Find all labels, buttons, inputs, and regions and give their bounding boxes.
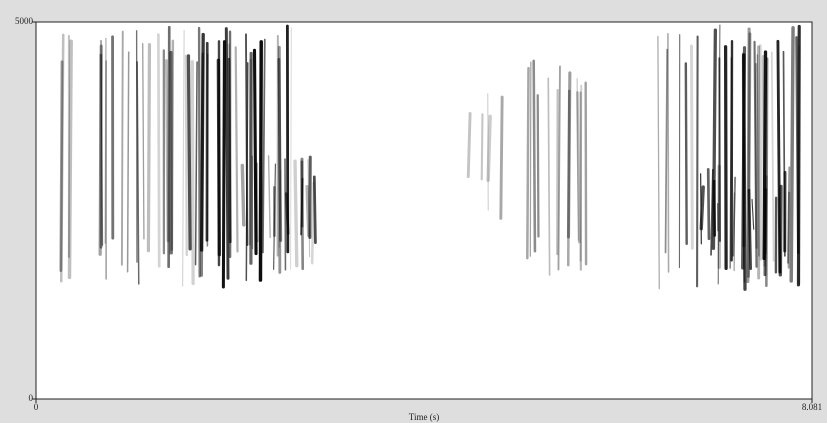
plot-area bbox=[36, 22, 812, 399]
streak bbox=[122, 32, 123, 265]
streak bbox=[527, 68, 528, 258]
streak bbox=[246, 34, 247, 245]
streak bbox=[223, 42, 224, 287]
streak bbox=[302, 162, 303, 269]
streak bbox=[172, 41, 173, 250]
streak bbox=[780, 187, 781, 275]
streak bbox=[286, 194, 288, 234]
streak bbox=[701, 174, 702, 244]
streak bbox=[468, 113, 470, 176]
streak bbox=[581, 86, 582, 261]
streak bbox=[202, 35, 204, 251]
x-axis-label: Time (s) bbox=[409, 412, 439, 422]
chart: Time (s) 0 5000 0 8.081 bbox=[0, 0, 827, 423]
streak bbox=[568, 91, 569, 265]
streak bbox=[697, 37, 698, 287]
streak bbox=[242, 165, 243, 224]
streak bbox=[534, 61, 535, 251]
streak bbox=[218, 60, 219, 254]
streak bbox=[314, 177, 315, 243]
streak bbox=[766, 176, 767, 253]
page: Time (s) 0500008.081 (() => { const data… bbox=[0, 0, 827, 423]
streak bbox=[186, 56, 187, 255]
streak bbox=[295, 161, 297, 266]
streak bbox=[668, 34, 669, 272]
streak bbox=[166, 61, 168, 241]
streak bbox=[257, 164, 258, 241]
streak bbox=[148, 45, 149, 251]
streak bbox=[760, 46, 761, 260]
streak bbox=[691, 46, 692, 248]
streak bbox=[501, 97, 502, 218]
y-tick-label: 0 bbox=[29, 393, 34, 403]
streak bbox=[708, 169, 709, 238]
streak bbox=[199, 28, 200, 276]
streak bbox=[488, 116, 490, 180]
x-tick-label: 0 bbox=[34, 402, 39, 412]
streak bbox=[307, 187, 309, 236]
streak bbox=[158, 35, 159, 267]
x-tick-label: 8.081 bbox=[802, 402, 822, 412]
streak bbox=[192, 62, 193, 284]
streak bbox=[714, 181, 715, 235]
streak bbox=[791, 28, 793, 281]
streak bbox=[69, 41, 71, 277]
y-tick-label: 5000 bbox=[15, 16, 34, 26]
streak bbox=[482, 114, 483, 179]
streak bbox=[188, 56, 190, 249]
streak bbox=[538, 95, 539, 236]
streak bbox=[686, 63, 687, 243]
streak bbox=[749, 190, 751, 268]
streak bbox=[260, 42, 261, 280]
